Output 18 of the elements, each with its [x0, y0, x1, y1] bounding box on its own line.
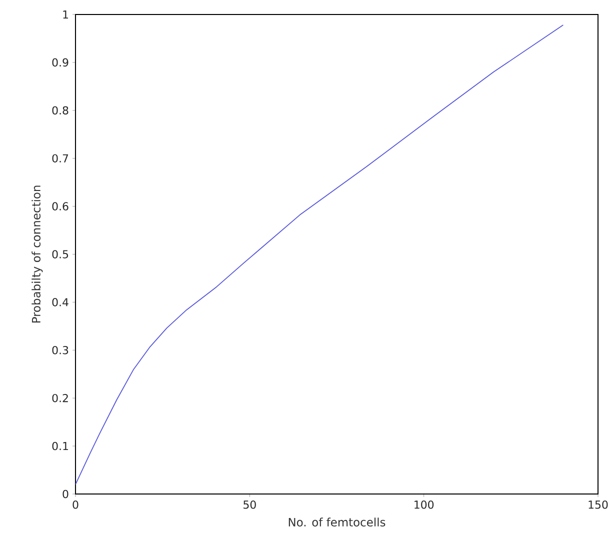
y-tick-label: 0.3 [52, 346, 68, 354]
y-tick-label: 0.5 [52, 250, 68, 258]
x-tick-label: 50 [244, 500, 256, 509]
y-tick-label: 0.6 [52, 202, 68, 210]
y-tick-label: 0.9 [52, 58, 68, 67]
y-axis-title: Probabilty of connection [32, 186, 43, 323]
y-tick-label: 0.7 [52, 154, 68, 162]
y-tick-label: 0 [62, 490, 68, 498]
x-axis-title: No. of femtocells [288, 518, 386, 526]
y-tick-label: 0.8 [52, 106, 68, 115]
y-tick-label: 0.2 [52, 394, 68, 402]
y-tick-label: 1 [63, 10, 68, 18]
x-tick-label: 150 [588, 500, 608, 509]
x-tick-label: 100 [414, 500, 434, 509]
y-tick-label: 0.1 [52, 442, 68, 450]
x-tick-label: 0 [72, 500, 78, 509]
y-tick-label: 0.4 [52, 298, 68, 306]
line-series [76, 24, 564, 485]
